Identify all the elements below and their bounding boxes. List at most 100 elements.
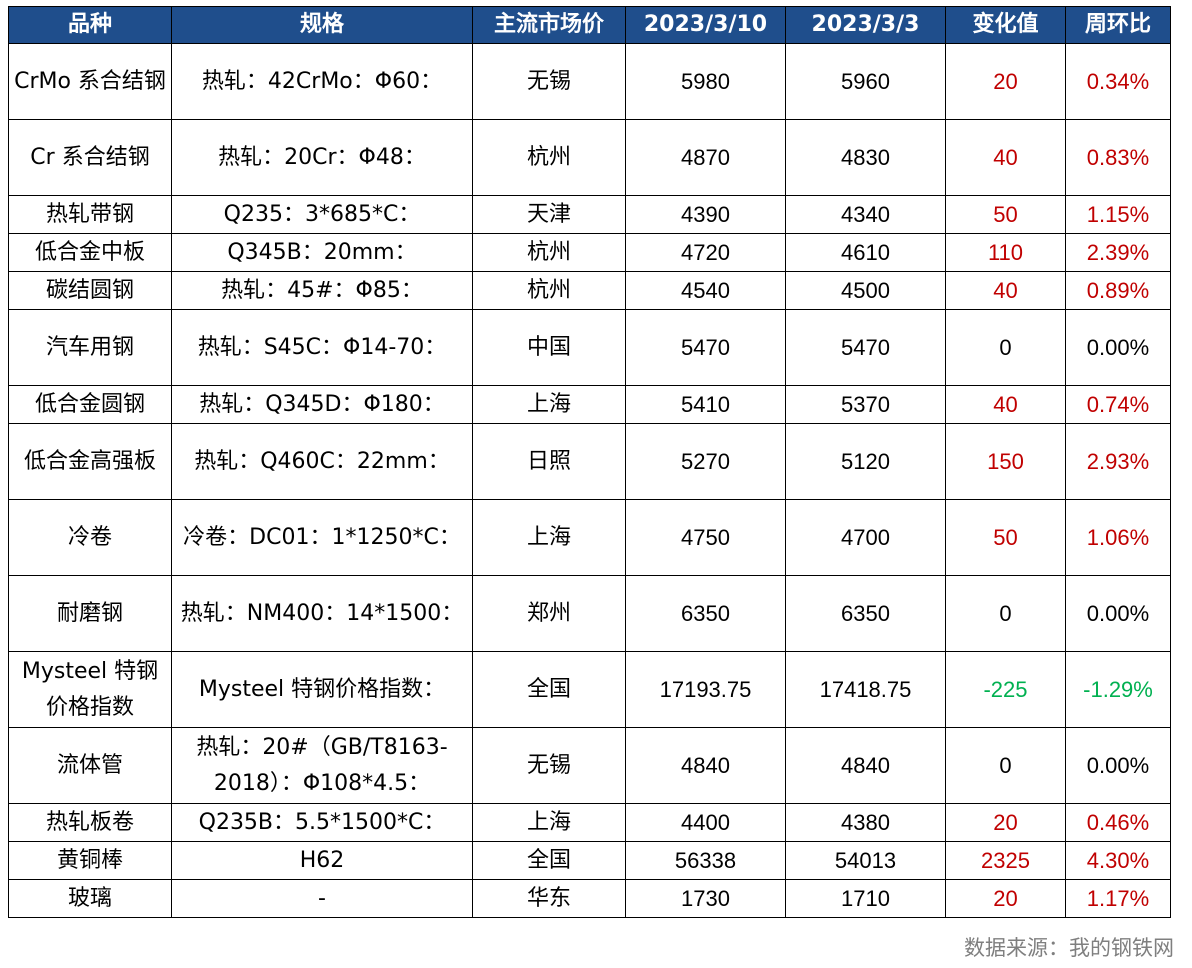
price-current-cell: 1730 xyxy=(625,879,786,918)
variety-cell: Cr 系合结钢 xyxy=(8,119,172,196)
week-pct-cell: 0.00% xyxy=(1065,575,1171,652)
spec-cell: Mysteel 特钢价格指数： xyxy=(171,651,473,728)
header-change: 变化值 xyxy=(945,6,1066,44)
change-value-cell: 2325 xyxy=(945,841,1066,880)
change-value-cell: 40 xyxy=(945,271,1066,310)
week-pct-cell: 0.00% xyxy=(1065,309,1171,386)
week-pct-cell: 1.06% xyxy=(1065,499,1171,576)
variety-cell: 热轧板卷 xyxy=(8,803,172,842)
table-row: 汽车用钢 热轧：S45C：Φ14-70： 中国 5470 5470 0 0.00% xyxy=(8,309,1171,386)
market-cell: 日照 xyxy=(472,423,626,500)
table-row: 碳结圆钢 热轧：45#：Φ85： 杭州 4540 4500 40 0.89% xyxy=(8,271,1171,310)
price-current-cell: 6350 xyxy=(625,575,786,652)
table-row: 低合金高强板 热轧：Q460C：22mm： 日照 5270 5120 150 2.93% xyxy=(8,423,1171,500)
market-cell: 上海 xyxy=(472,499,626,576)
price-previous-cell: 17418.75 xyxy=(785,651,946,728)
change-value-cell: 50 xyxy=(945,195,1066,234)
price-current-cell: 4870 xyxy=(625,119,786,196)
week-pct-cell: 4.30% xyxy=(1065,841,1171,880)
variety-cell: Mysteel 特钢价格指数 xyxy=(8,651,172,728)
week-pct-cell: 0.74% xyxy=(1065,385,1171,424)
market-cell: 华东 xyxy=(472,879,626,918)
week-pct-cell: 0.00% xyxy=(1065,727,1171,804)
price-current-cell: 56338 xyxy=(625,841,786,880)
change-value-cell: 20 xyxy=(945,43,1066,120)
price-current-cell: 5470 xyxy=(625,309,786,386)
week-pct-cell: 0.83% xyxy=(1065,119,1171,196)
spec-cell: Q235B：5.5*1500*C： xyxy=(171,803,473,842)
market-cell: 上海 xyxy=(472,803,626,842)
steel-price-table: 品种 规格 主流市场价 2023/3/10 2023/3/3 变化值 周环比 C… xyxy=(8,6,1171,918)
spec-cell: 热轧：Q460C：22mm： xyxy=(171,423,473,500)
variety-cell: 低合金圆钢 xyxy=(8,385,172,424)
market-cell: 杭州 xyxy=(472,119,626,196)
week-pct-cell: 1.15% xyxy=(1065,195,1171,234)
change-value-cell: 110 xyxy=(945,233,1066,272)
market-cell: 杭州 xyxy=(472,271,626,310)
header-date-previous: 2023/3/3 xyxy=(785,6,946,44)
week-pct-cell: 1.17% xyxy=(1065,879,1171,918)
change-value-cell: 50 xyxy=(945,499,1066,576)
price-current-cell: 4840 xyxy=(625,727,786,804)
market-cell: 全国 xyxy=(472,841,626,880)
variety-cell: CrMo 系合结钢 xyxy=(8,43,172,120)
market-cell: 上海 xyxy=(472,385,626,424)
variety-cell: 耐磨钢 xyxy=(8,575,172,652)
market-cell: 郑州 xyxy=(472,575,626,652)
price-previous-cell: 4830 xyxy=(785,119,946,196)
change-value-cell: 20 xyxy=(945,803,1066,842)
change-value-cell: 40 xyxy=(945,119,1066,196)
variety-cell: 黄铜棒 xyxy=(8,841,172,880)
table-row: Cr 系合结钢 热轧：20Cr：Φ48： 杭州 4870 4830 40 0.83% xyxy=(8,119,1171,196)
market-cell: 杭州 xyxy=(472,233,626,272)
price-current-cell: 5410 xyxy=(625,385,786,424)
week-pct-cell: 2.93% xyxy=(1065,423,1171,500)
week-pct-cell: -1.29% xyxy=(1065,651,1171,728)
spec-cell: 热轧：Q345D：Φ180： xyxy=(171,385,473,424)
variety-cell: 汽车用钢 xyxy=(8,309,172,386)
variety-cell: 低合金高强板 xyxy=(8,423,172,500)
change-value-cell: 0 xyxy=(945,309,1066,386)
week-pct-cell: 0.34% xyxy=(1065,43,1171,120)
market-cell: 中国 xyxy=(472,309,626,386)
price-previous-cell: 6350 xyxy=(785,575,946,652)
variety-cell: 碳结圆钢 xyxy=(8,271,172,310)
spec-cell: 热轧：45#：Φ85： xyxy=(171,271,473,310)
price-current-cell: 4400 xyxy=(625,803,786,842)
table-row: 冷卷 冷卷：DC01：1*1250*C： 上海 4750 4700 50 1.06% xyxy=(8,499,1171,576)
table-row: 流体管 热轧：20#（GB/T8163-2018）：Φ108*4.5： 无锡 4840… xyxy=(8,727,1171,804)
price-previous-cell: 4610 xyxy=(785,233,946,272)
table-header-row: 品种 规格 主流市场价 2023/3/10 2023/3/3 变化值 周环比 xyxy=(8,6,1171,44)
table-row: 黄铜棒 H62 全国 56338 54013 2325 4.30% xyxy=(8,841,1171,880)
table-row: CrMo 系合结钢 热轧：42CrMo：Φ60： 无锡 5980 5960 20 0.34% xyxy=(8,43,1171,120)
week-pct-cell: 0.46% xyxy=(1065,803,1171,842)
table-row: 耐磨钢 热轧：NM400：14*1500： 郑州 6350 6350 0 0.00% xyxy=(8,575,1171,652)
market-cell: 无锡 xyxy=(472,727,626,804)
price-previous-cell: 4840 xyxy=(785,727,946,804)
spec-cell: H62 xyxy=(171,841,473,880)
header-date-current: 2023/3/10 xyxy=(625,6,786,44)
table-row: 低合金圆钢 热轧：Q345D：Φ180： 上海 5410 5370 40 0.74% xyxy=(8,385,1171,424)
variety-cell: 冷卷 xyxy=(8,499,172,576)
spec-cell: 热轧：20#（GB/T8163-2018）：Φ108*4.5： xyxy=(171,727,473,804)
price-current-cell: 17193.75 xyxy=(625,651,786,728)
table-row: 热轧板卷 Q235B：5.5*1500*C： 上海 4400 4380 20 0.46% xyxy=(8,803,1171,842)
table-row: 低合金中板 Q345B：20mm： 杭州 4720 4610 110 2.39% xyxy=(8,233,1171,272)
market-cell: 天津 xyxy=(472,195,626,234)
price-previous-cell: 4340 xyxy=(785,195,946,234)
price-current-cell: 4720 xyxy=(625,233,786,272)
change-value-cell: -225 xyxy=(945,651,1066,728)
spec-cell: 热轧：NM400：14*1500： xyxy=(171,575,473,652)
change-value-cell: 20 xyxy=(945,879,1066,918)
price-previous-cell: 4700 xyxy=(785,499,946,576)
price-previous-cell: 1710 xyxy=(785,879,946,918)
week-pct-cell: 2.39% xyxy=(1065,233,1171,272)
price-current-cell: 4390 xyxy=(625,195,786,234)
change-value-cell: 0 xyxy=(945,575,1066,652)
spec-cell: 热轧：42CrMo：Φ60： xyxy=(171,43,473,120)
spec-cell: Q235：3*685*C： xyxy=(171,195,473,234)
price-previous-cell: 5470 xyxy=(785,309,946,386)
change-value-cell: 40 xyxy=(945,385,1066,424)
price-current-cell: 5270 xyxy=(625,423,786,500)
price-current-cell: 5980 xyxy=(625,43,786,120)
